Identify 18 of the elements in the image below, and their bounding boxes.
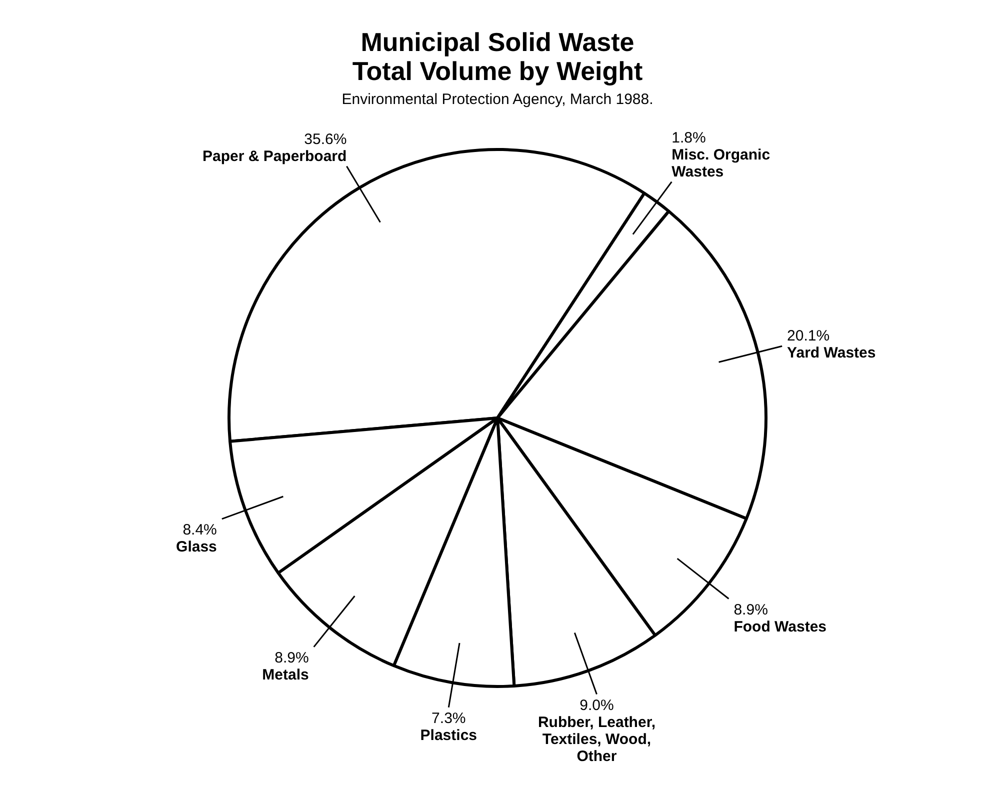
slice-label: Plastics: [420, 727, 478, 744]
data-label: 8.9%: [274, 650, 309, 667]
slice-label: Yard Wastes: [787, 344, 876, 362]
slice-label: Food Wastes: [734, 618, 827, 636]
data-label: 1.8%: [672, 130, 706, 147]
data-label: 8.4%: [182, 522, 217, 539]
slice-label: Rubber, Leather, Textiles, Wood, Other: [538, 714, 656, 766]
chart-subtitle: Environmental Protection Agency, March 1988.: [340, 91, 654, 108]
data-label: 9.0%: [580, 697, 614, 714]
slice-label: Misc. Organic Wastes: [672, 146, 770, 181]
slice-label: Paper & Paperboard: [202, 148, 347, 166]
data-label: 20.1%: [787, 328, 830, 345]
chart-title: Municipal Solid Waste Total Volume by Weight: [351, 27, 644, 86]
data-label: 35.6%: [304, 131, 347, 148]
data-label: 8.9%: [734, 602, 768, 619]
slice-label: Glass: [176, 538, 217, 556]
data-label: 7.3%: [432, 710, 466, 728]
slice-label: Metals: [262, 666, 309, 684]
